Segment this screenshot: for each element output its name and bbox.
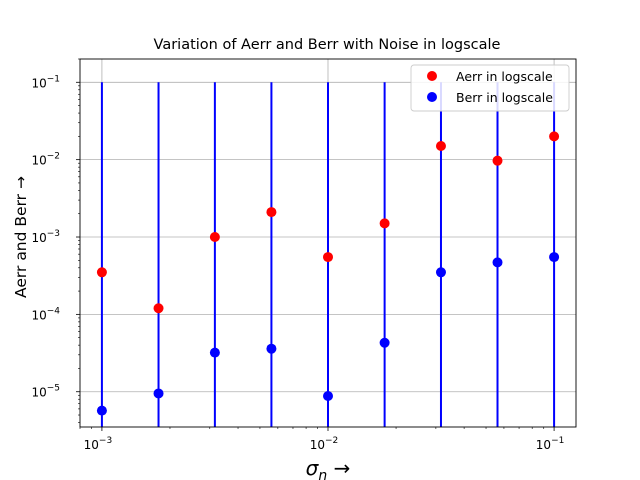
y-tick-label: 10−4 bbox=[31, 306, 60, 322]
legend-box bbox=[410, 64, 570, 112]
aerr-point bbox=[323, 252, 333, 263]
x-axis-ticks: 10−3 10−2 10−1 bbox=[84, 427, 565, 452]
aerr-point bbox=[96, 267, 107, 278]
aerr-point bbox=[379, 218, 390, 229]
legend-label-aerr: Aerr in logscale bbox=[456, 69, 553, 84]
y-tick-label: 10−1 bbox=[31, 74, 60, 90]
x-axis-label: σn → bbox=[306, 456, 351, 480]
legend-marker-berr bbox=[427, 92, 437, 102]
aerr-point bbox=[549, 131, 560, 142]
legend: Aerr in logscale Berr in logscale bbox=[410, 64, 570, 112]
aerr-point bbox=[209, 232, 220, 243]
y-axis-label: Aerr and Berr → bbox=[12, 176, 30, 298]
y-tick-label: 10−2 bbox=[31, 152, 60, 168]
berr-point bbox=[492, 257, 503, 268]
aerr-point bbox=[153, 303, 164, 314]
berr-point bbox=[153, 388, 164, 399]
data-points bbox=[96, 131, 560, 416]
legend-marker-aerr bbox=[427, 71, 437, 81]
x-tick-label: 10−2 bbox=[310, 436, 339, 452]
berr-point bbox=[549, 252, 560, 263]
berr-point bbox=[435, 267, 446, 278]
berr-point bbox=[323, 391, 333, 402]
aerr-point bbox=[266, 207, 277, 218]
x-tick-label: 10−1 bbox=[536, 436, 565, 452]
aerr-point bbox=[492, 155, 503, 166]
berr-point bbox=[266, 343, 277, 354]
berr-point bbox=[379, 337, 390, 348]
y-tick-label: 10−5 bbox=[31, 384, 60, 400]
berr-point bbox=[96, 405, 107, 416]
chart-title: Variation of Aerr and Berr with Noise in… bbox=[154, 37, 501, 53]
berr-point bbox=[209, 347, 220, 358]
aerr-point bbox=[435, 141, 446, 152]
x-tick-label: 10−3 bbox=[84, 436, 113, 452]
y-axis-ticks: 10−5 10−4 10−3 10−2 10−1 bbox=[31, 74, 80, 400]
legend-label-berr: Berr in logscale bbox=[456, 90, 553, 105]
y-tick-label: 10−3 bbox=[31, 229, 60, 245]
